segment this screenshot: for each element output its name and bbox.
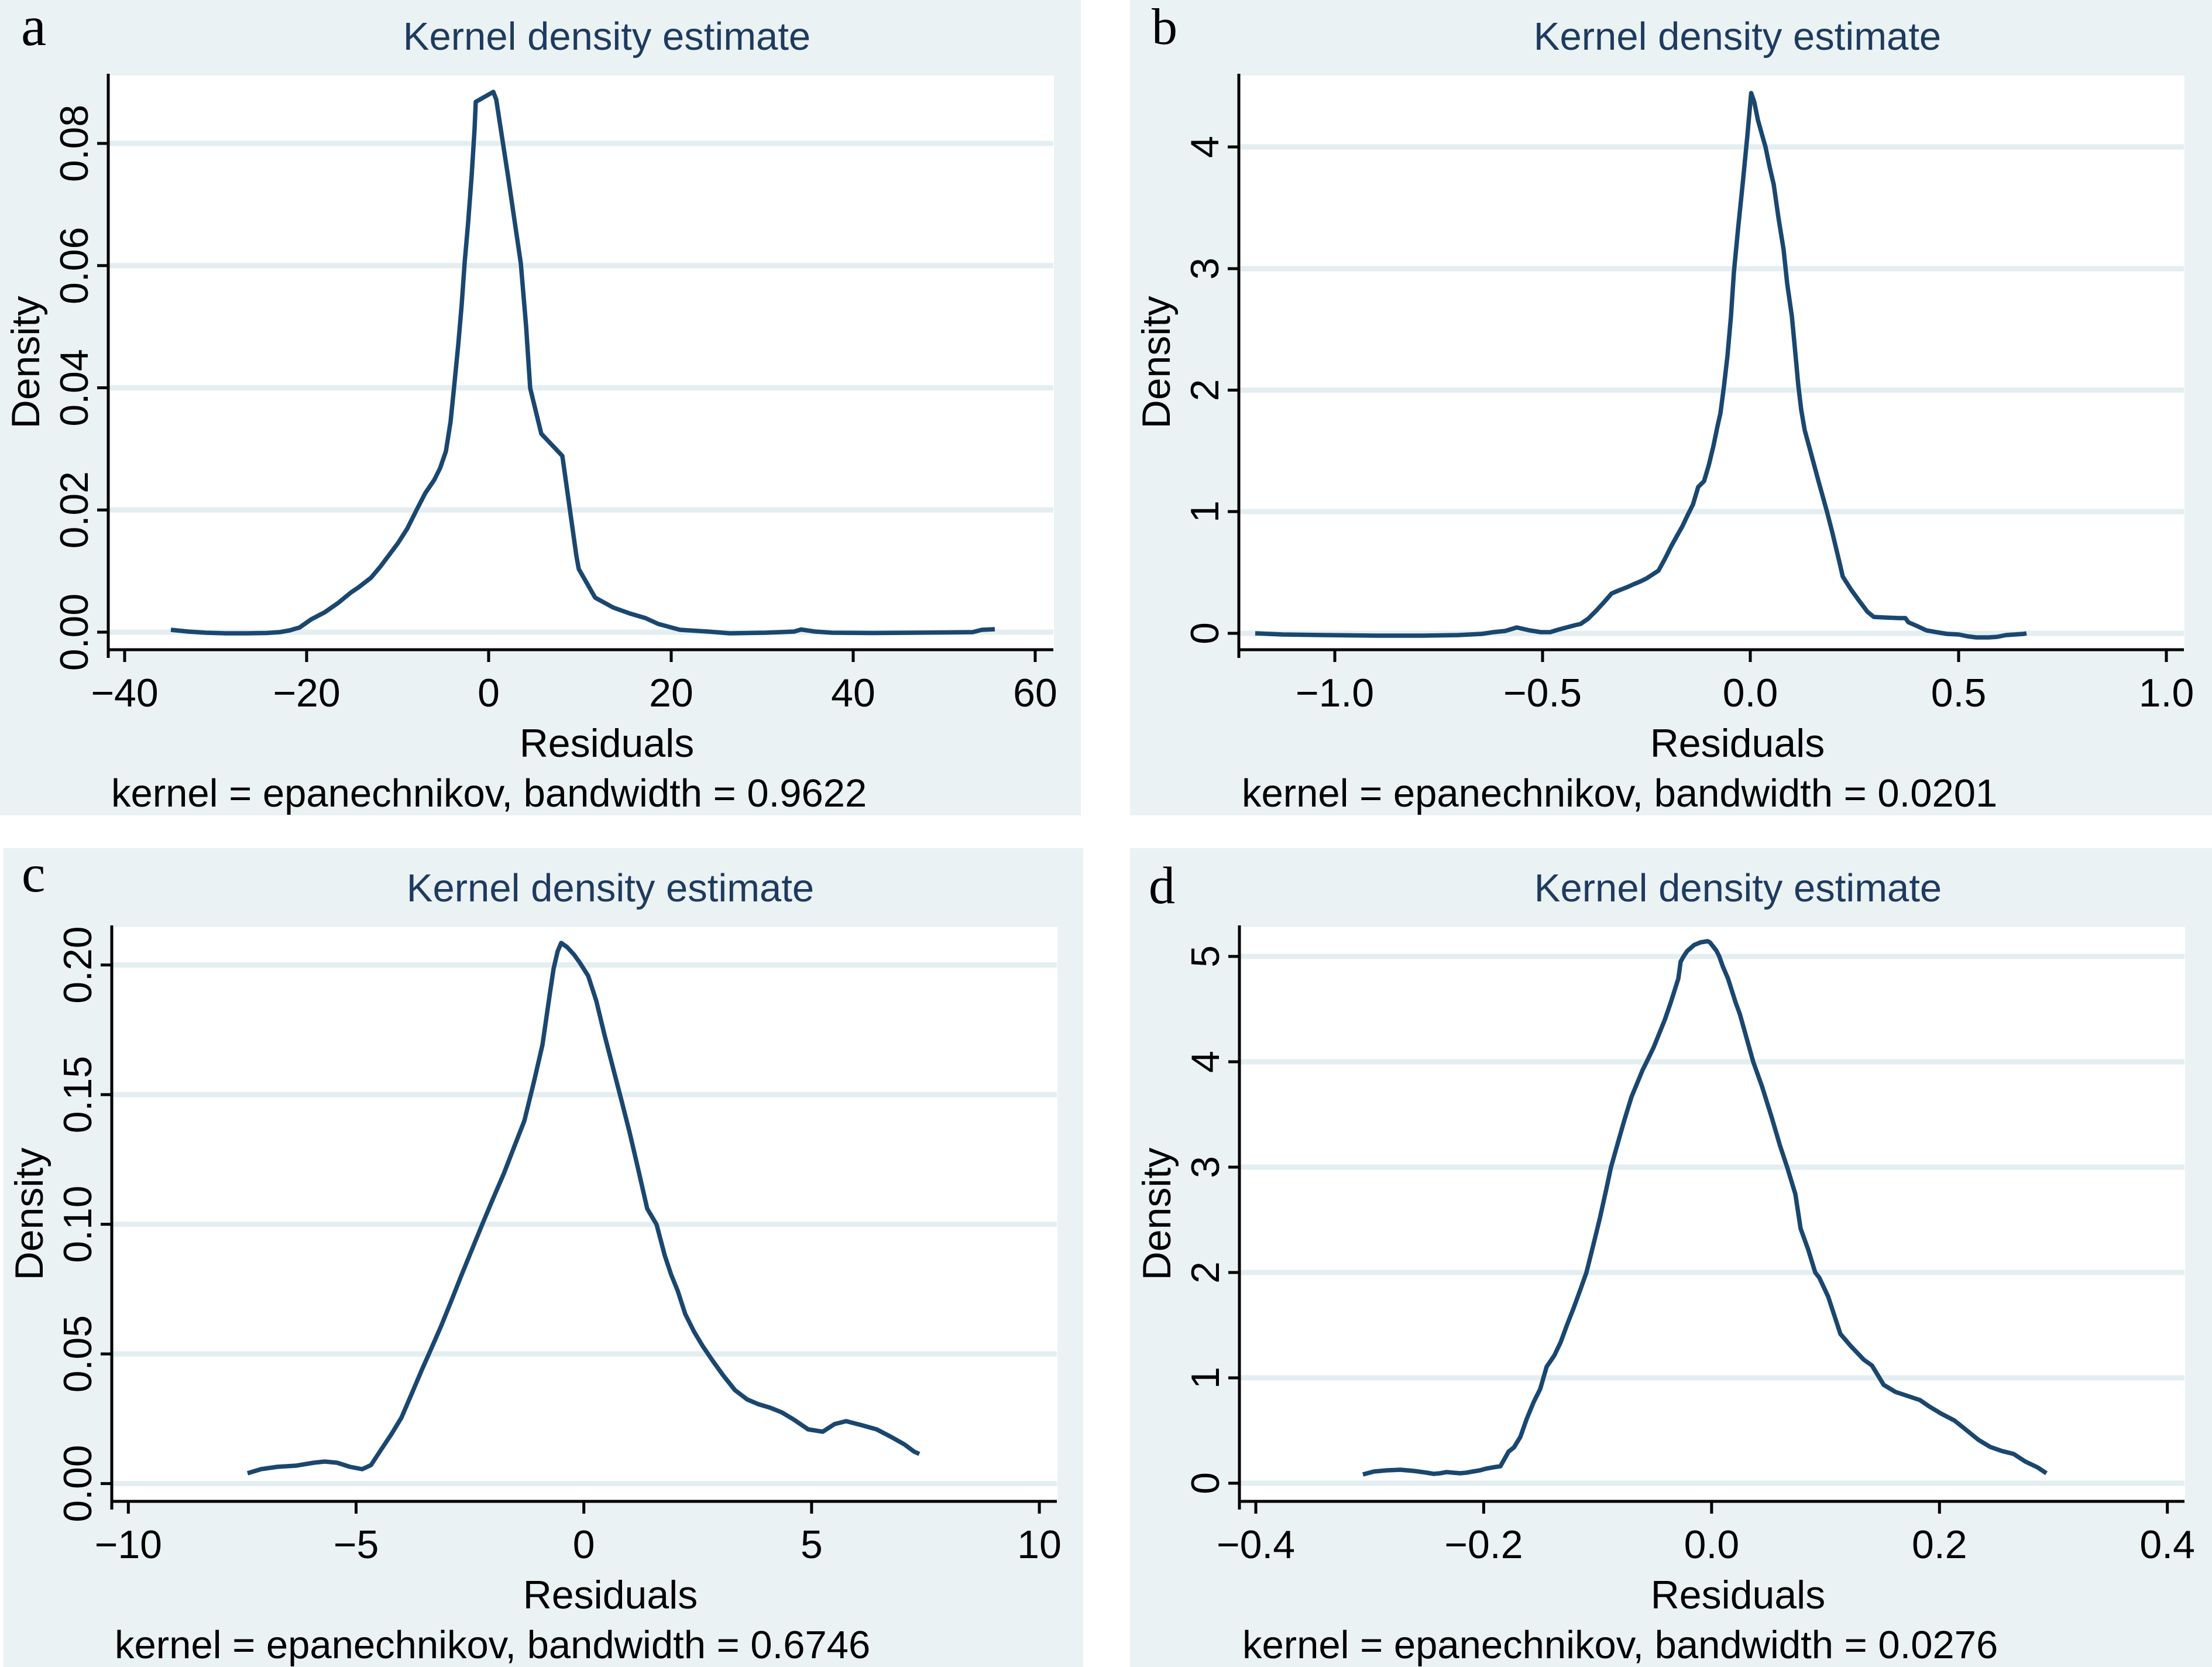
svg-text:Kernel density estimate: Kernel density estimate xyxy=(1534,15,1941,59)
svg-text:2: 2 xyxy=(1183,1261,1228,1284)
svg-text:0: 0 xyxy=(1183,622,1227,644)
svg-text:0.00: 0.00 xyxy=(52,594,97,671)
svg-text:Kernel density estimate: Kernel density estimate xyxy=(407,866,814,910)
svg-text:−1.0: −1.0 xyxy=(1296,671,1374,715)
svg-text:40: 40 xyxy=(831,671,875,715)
svg-text:4: 4 xyxy=(1183,1051,1228,1073)
svg-text:0.0: 0.0 xyxy=(1684,1522,1740,1567)
svg-text:0.05: 0.05 xyxy=(56,1315,100,1392)
svg-text:10: 10 xyxy=(1017,1522,1062,1567)
svg-text:Kernel density estimate: Kernel density estimate xyxy=(403,15,810,59)
svg-text:0.0: 0.0 xyxy=(1723,671,1778,715)
svg-text:Residuals: Residuals xyxy=(520,721,695,766)
svg-text:−10: −10 xyxy=(95,1522,162,1567)
svg-text:0.02: 0.02 xyxy=(52,471,97,548)
svg-text:Kernel density estimate: Kernel density estimate xyxy=(1534,866,1942,910)
svg-text:0.00: 0.00 xyxy=(56,1445,100,1522)
svg-text:1: 1 xyxy=(1183,500,1227,523)
svg-text:Residuals: Residuals xyxy=(523,1573,698,1617)
svg-text:a: a xyxy=(21,0,46,57)
svg-text:0.15: 0.15 xyxy=(56,1056,100,1133)
svg-text:1.0: 1.0 xyxy=(2139,671,2194,715)
svg-text:3: 3 xyxy=(1183,258,1227,280)
svg-text:0: 0 xyxy=(1183,1472,1228,1494)
svg-text:0.04: 0.04 xyxy=(52,349,97,426)
svg-text:kernel = epanechnikov, bandwid: kernel = epanechnikov, bandwidth = 0.020… xyxy=(1242,771,1997,815)
svg-text:0: 0 xyxy=(478,671,500,715)
svg-text:60: 60 xyxy=(1013,671,1057,715)
svg-text:Density: Density xyxy=(7,1148,51,1281)
svg-text:0: 0 xyxy=(573,1522,595,1567)
svg-text:b: b xyxy=(1152,0,1177,56)
svg-text:20: 20 xyxy=(649,671,693,715)
svg-text:0.10: 0.10 xyxy=(56,1185,100,1263)
svg-text:−40: −40 xyxy=(91,671,158,715)
svg-text:Residuals: Residuals xyxy=(1650,721,1825,766)
svg-text:5: 5 xyxy=(801,1522,823,1567)
svg-text:0.06: 0.06 xyxy=(52,227,97,304)
svg-text:−5: −5 xyxy=(334,1522,379,1567)
svg-text:0.5: 0.5 xyxy=(1931,671,1987,715)
svg-text:kernel = epanechnikov, bandwid: kernel = epanechnikov, bandwidth = 0.674… xyxy=(115,1623,870,1667)
svg-text:0.20: 0.20 xyxy=(56,926,100,1003)
svg-text:0.08: 0.08 xyxy=(52,105,97,182)
svg-text:Density: Density xyxy=(1135,1148,1179,1281)
svg-text:5: 5 xyxy=(1183,945,1228,968)
svg-text:0.4: 0.4 xyxy=(2139,1522,2195,1567)
svg-text:Density: Density xyxy=(4,296,48,429)
svg-text:Residuals: Residuals xyxy=(1651,1573,1826,1617)
svg-text:kernel = epanechnikov, bandwid: kernel = epanechnikov, bandwidth = 0.962… xyxy=(111,771,867,815)
svg-text:−20: −20 xyxy=(273,671,340,715)
svg-text:1: 1 xyxy=(1183,1367,1228,1389)
svg-text:0.2: 0.2 xyxy=(1912,1522,1967,1567)
svg-text:d: d xyxy=(1149,857,1175,915)
svg-text:Density: Density xyxy=(1134,296,1179,429)
svg-text:3: 3 xyxy=(1183,1156,1228,1178)
svg-text:4: 4 xyxy=(1183,136,1227,158)
svg-text:kernel = epanechnikov, bandwid: kernel = epanechnikov, bandwidth = 0.027… xyxy=(1242,1623,1998,1667)
svg-text:−0.4: −0.4 xyxy=(1217,1522,1295,1567)
svg-text:−0.5: −0.5 xyxy=(1503,671,1582,715)
svg-text:2: 2 xyxy=(1183,379,1227,402)
svg-text:−0.2: −0.2 xyxy=(1444,1522,1523,1567)
svg-text:c: c xyxy=(22,844,45,903)
